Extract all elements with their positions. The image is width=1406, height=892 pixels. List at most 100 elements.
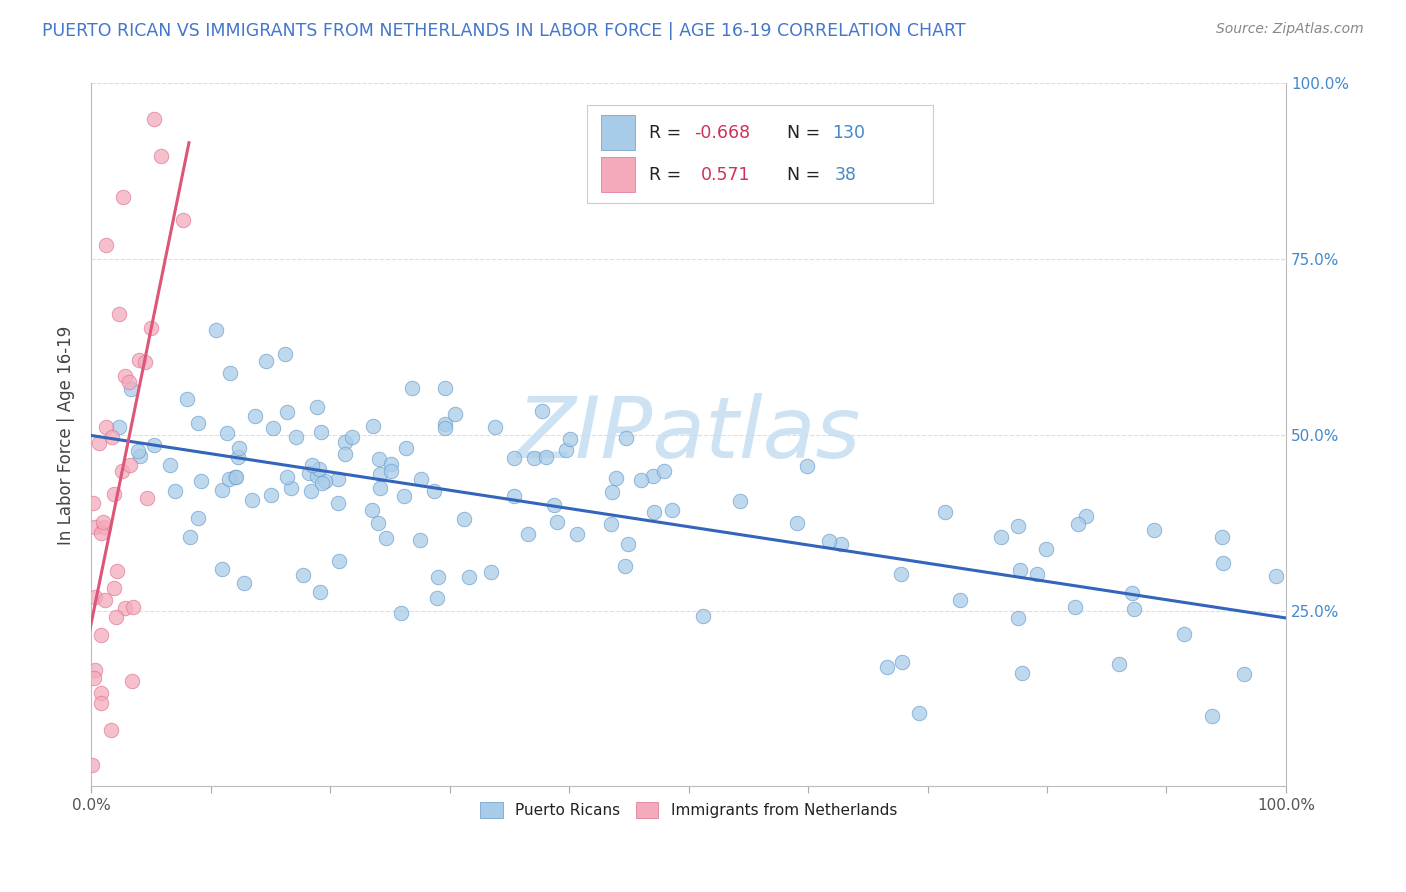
Point	[117, 375, 139, 389]
Point	[309, 585, 332, 599]
Point	[361, 418, 384, 433]
Point	[786, 516, 808, 531]
Point	[434, 417, 457, 431]
Point	[614, 558, 637, 573]
Point	[374, 531, 396, 545]
Point	[934, 505, 956, 519]
Text: -0.668: -0.668	[695, 124, 751, 142]
Point	[443, 407, 465, 421]
FancyBboxPatch shape	[586, 104, 934, 203]
Point	[211, 483, 233, 497]
Point	[187, 417, 209, 431]
Point	[333, 447, 356, 461]
Point	[1233, 666, 1256, 681]
Point	[94, 593, 117, 607]
Point	[692, 609, 714, 624]
Point	[134, 355, 156, 369]
Point	[262, 421, 284, 435]
Point	[100, 723, 122, 737]
Point	[90, 696, 112, 710]
Point	[311, 476, 333, 491]
Point	[326, 496, 349, 510]
Point	[652, 465, 675, 479]
Point	[299, 483, 322, 498]
Point	[149, 149, 172, 163]
Point	[1007, 610, 1029, 624]
Text: 0.571: 0.571	[700, 166, 749, 184]
Point	[908, 706, 931, 721]
Point	[111, 190, 134, 204]
Point	[90, 525, 112, 540]
Point	[90, 685, 112, 699]
Point	[408, 533, 430, 548]
Point	[1035, 541, 1057, 556]
Point	[205, 322, 228, 336]
Point	[326, 472, 349, 486]
Point	[103, 486, 125, 500]
Point	[395, 441, 418, 455]
Point	[84, 591, 107, 605]
Point	[333, 435, 356, 450]
Point	[380, 458, 402, 472]
Point	[1264, 569, 1286, 583]
Point	[114, 601, 136, 615]
Point	[661, 503, 683, 517]
Point	[105, 564, 128, 578]
Point	[531, 404, 554, 418]
Point	[565, 527, 588, 541]
Point	[108, 420, 131, 434]
Point	[129, 449, 152, 463]
Point	[890, 566, 912, 581]
Point	[1173, 627, 1195, 641]
Point	[599, 517, 621, 532]
Point	[558, 432, 581, 446]
Point	[280, 481, 302, 495]
Point	[187, 511, 209, 525]
Point	[534, 450, 557, 464]
Point	[93, 520, 115, 534]
Point	[260, 488, 283, 502]
Point	[298, 467, 321, 481]
Point	[502, 450, 524, 465]
Point	[891, 655, 914, 669]
Point	[1108, 657, 1130, 672]
Point	[139, 321, 162, 335]
Point	[484, 420, 506, 434]
FancyBboxPatch shape	[602, 157, 634, 193]
Point	[1063, 599, 1085, 614]
Text: 130: 130	[832, 124, 865, 142]
Point	[211, 562, 233, 576]
Point	[641, 469, 664, 483]
Point	[401, 381, 423, 395]
Point	[218, 472, 240, 486]
Point	[1076, 509, 1098, 524]
Point	[276, 469, 298, 483]
Point	[605, 471, 627, 485]
Point	[370, 467, 392, 482]
Point	[142, 438, 165, 452]
Point	[111, 464, 134, 478]
Point	[1212, 556, 1234, 570]
Point	[120, 383, 142, 397]
Point	[103, 582, 125, 596]
Point	[630, 473, 652, 487]
Point	[361, 503, 384, 517]
Point	[122, 599, 145, 614]
Point	[458, 570, 481, 584]
Point	[276, 405, 298, 419]
Point	[1007, 519, 1029, 533]
Point	[1026, 566, 1049, 581]
Point	[543, 498, 565, 512]
Point	[225, 470, 247, 484]
Point	[190, 474, 212, 488]
Point	[517, 527, 540, 541]
Point	[136, 491, 159, 505]
Point	[179, 531, 201, 545]
Point	[643, 505, 665, 519]
Point	[1008, 562, 1031, 576]
Point	[391, 606, 413, 620]
Point	[120, 458, 142, 473]
Point	[292, 568, 315, 582]
Point	[224, 470, 246, 484]
Point	[426, 591, 449, 605]
